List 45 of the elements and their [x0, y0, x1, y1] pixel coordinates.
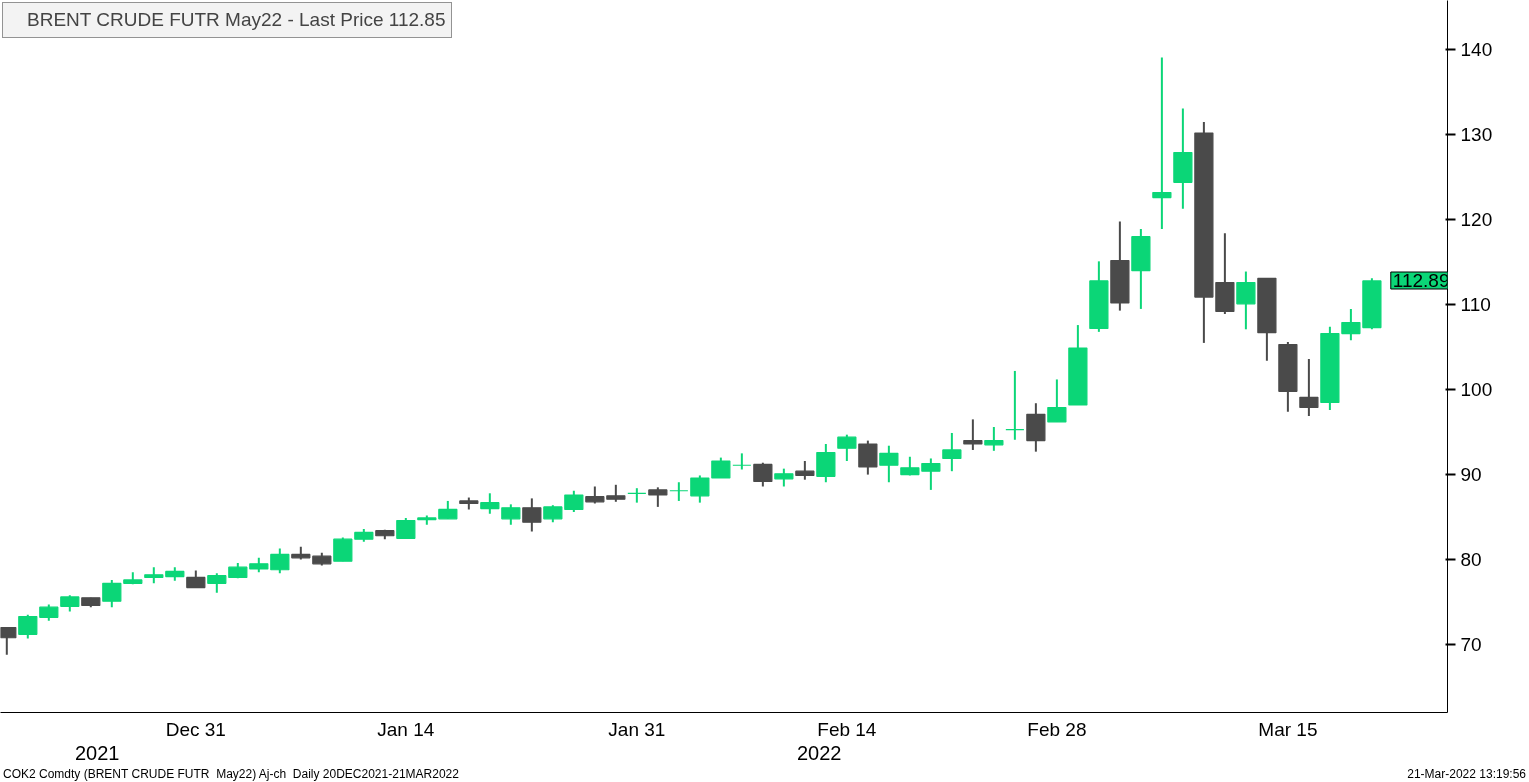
- candlestick: [1152, 56, 1172, 231]
- text: COK2 Comdty (BRENT CRUDE FUTR May22) Aj-ch Daily 20DEC2021-21MAR2022: [3, 767, 459, 782]
- text: 2022: [797, 742, 842, 764]
- candlestick: [753, 461, 773, 488]
- candlestick: [396, 516, 416, 540]
- candlestick: [1299, 358, 1319, 417]
- y-tick-label: 80: [1460, 549, 1482, 571]
- x-tick-label: Dec 31: [165, 718, 226, 740]
- x-tick-label: Mar 15: [1258, 718, 1318, 740]
- candlestick: [963, 418, 983, 451]
- candlestick: [858, 439, 878, 476]
- x-tick-label: Jan 31: [608, 718, 666, 740]
- x-tick-label: Jan 14: [377, 718, 435, 740]
- candlestick: [648, 486, 668, 508]
- candlestick: [816, 443, 836, 484]
- candlestick: [270, 547, 290, 575]
- y-tick-label: 90: [1460, 464, 1482, 486]
- y-tick-label: 130: [1460, 124, 1493, 146]
- y-tick-label: 120: [1460, 209, 1493, 231]
- y-tick-label: 100: [1460, 379, 1493, 401]
- y-tick-label: 70: [1460, 634, 1482, 656]
- candlestick: [795, 460, 815, 481]
- candlestick: [18, 613, 38, 640]
- x-tick-label: Feb 14: [817, 718, 877, 740]
- text: 2021: [75, 742, 120, 764]
- candlestick: [522, 497, 542, 533]
- candlestick: [102, 578, 122, 609]
- candlestick: [984, 426, 1004, 452]
- candlestick: [627, 487, 647, 504]
- candlestick: [879, 444, 899, 484]
- candlestick: [690, 474, 710, 504]
- y-tick-label: 110: [1460, 294, 1491, 316]
- candlestick: [1005, 369, 1025, 441]
- candlestick: [942, 431, 962, 473]
- candlestick: [732, 452, 752, 471]
- candlestick: [1047, 378, 1067, 423]
- candlestick: [711, 456, 731, 479]
- text: BRENT CRUDE FUTR May22 - Last Price 112.85: [27, 9, 446, 31]
- x-tick-label: Feb 28: [1027, 718, 1087, 740]
- candlestick: [669, 481, 689, 502]
- y-tick-label: 140: [1460, 39, 1493, 61]
- candlestick: [837, 433, 857, 463]
- candlestick: [1236, 270, 1256, 331]
- text: 21-Mar-2022 13:19:56: [1407, 767, 1526, 782]
- candlestick: [207, 572, 227, 594]
